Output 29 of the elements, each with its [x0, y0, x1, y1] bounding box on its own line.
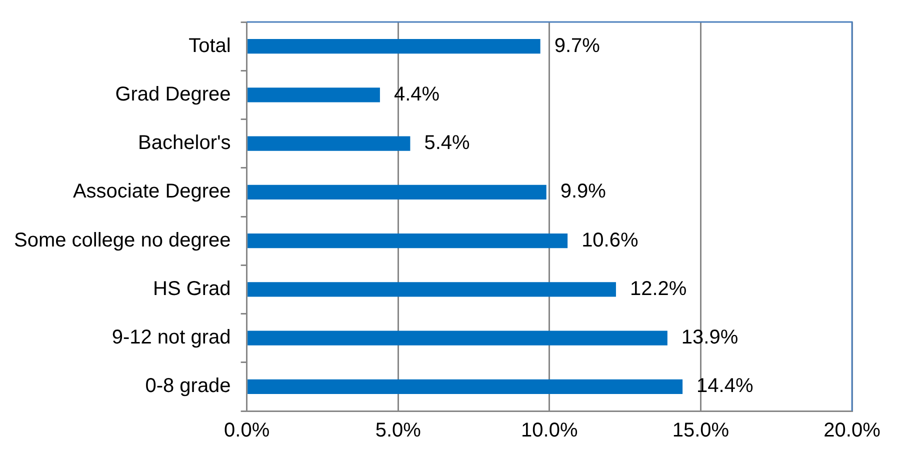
y-tick-label: Total — [188, 34, 231, 57]
data-label: 9.7% — [554, 34, 600, 57]
bar — [248, 379, 683, 394]
bar — [248, 282, 616, 297]
bar — [248, 88, 380, 102]
x-tick-label: 0.0% — [224, 420, 270, 442]
x-tick-label: 10.0% — [521, 420, 578, 442]
bar — [248, 184, 546, 200]
bar — [248, 234, 568, 248]
x-tick-label: 15.0% — [672, 420, 730, 442]
bar — [248, 330, 668, 346]
data-label: 13.9% — [681, 326, 738, 349]
data-label: 9.9% — [560, 180, 606, 203]
y-tick-label: HS Grad — [153, 278, 231, 300]
data-label: 4.4% — [394, 83, 440, 106]
y-tick-label: 9-12 not grad — [112, 326, 231, 349]
y-tick-label: Bachelor's — [138, 132, 231, 154]
data-label: 14.4% — [696, 375, 754, 398]
x-tick-label: 5.0% — [375, 420, 422, 442]
data-label: 12.2% — [630, 278, 687, 300]
bar — [248, 39, 540, 54]
y-tick-label: Associate Degree — [72, 180, 231, 203]
y-tick-label: Grad Degree — [115, 83, 231, 106]
y-tick-label: Some college no degree — [14, 229, 231, 252]
bar — [248, 136, 410, 151]
y-tick-label: 0-8 grade — [145, 375, 231, 398]
data-label: 5.4% — [424, 132, 470, 154]
data-label: 10.6% — [582, 229, 638, 252]
x-tick-label: 20.0% — [824, 420, 881, 442]
